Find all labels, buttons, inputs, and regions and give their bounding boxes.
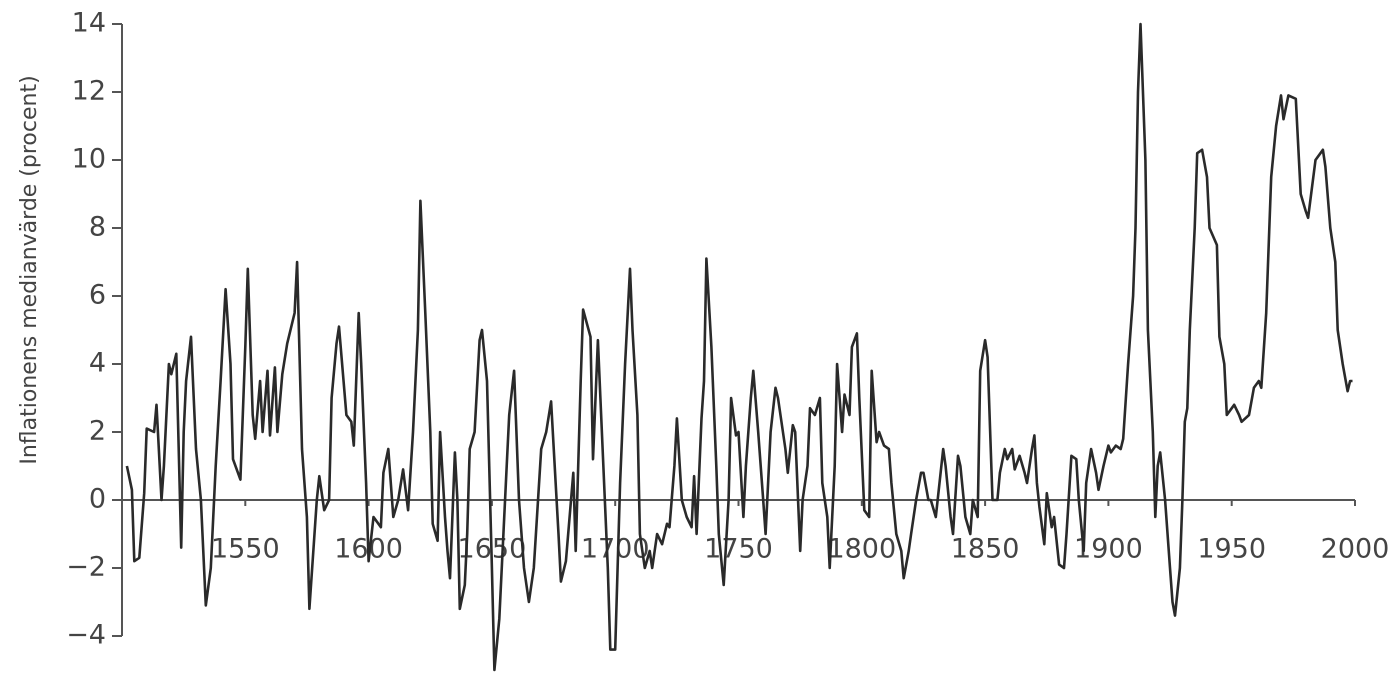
x-tick-label: 1750 [704, 534, 773, 565]
y-tick-label: 0 [89, 484, 106, 515]
x-tick-label: 1950 [1197, 534, 1266, 565]
y-tick-label: 12 [72, 76, 106, 107]
x-tick-label: 1800 [827, 534, 896, 565]
x-tick-label: 1550 [211, 534, 280, 565]
y-tick-label: −4 [66, 620, 106, 651]
x-tick-label: 1700 [581, 534, 650, 565]
y-tick-label: −2 [66, 552, 106, 583]
data-line [125, 22, 1353, 672]
y-tick-label: 2 [89, 416, 106, 447]
x-tick-label: 2000 [1321, 534, 1390, 565]
x-tick-label: 1900 [1074, 534, 1143, 565]
y-axis-label: Inflationens medianvärde (procent) [17, 75, 42, 464]
y-tick-label: 8 [89, 212, 106, 243]
y-tick-label: 10 [72, 144, 106, 175]
y-tick-label: 6 [89, 280, 106, 311]
x-tick-label: 1850 [951, 534, 1020, 565]
y-tick-label: 4 [89, 348, 106, 379]
y-tick-label: 14 [72, 8, 106, 39]
